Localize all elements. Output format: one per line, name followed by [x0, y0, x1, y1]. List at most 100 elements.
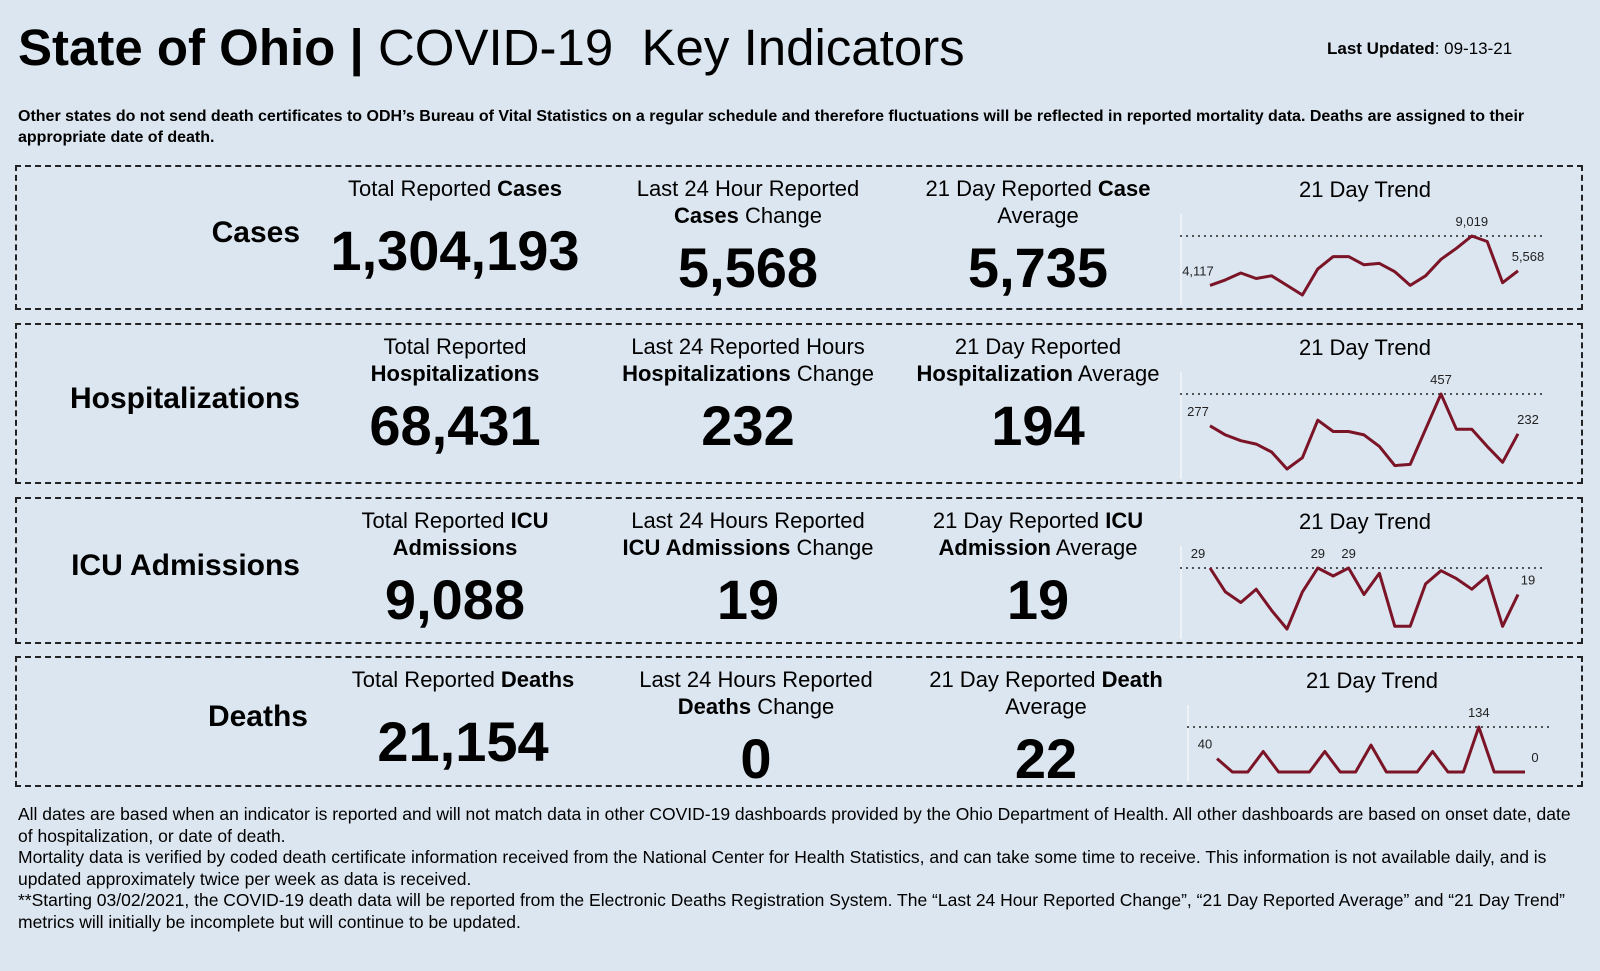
note: Other states do not send death certifica… — [18, 108, 1525, 146]
metric-label: 21 Day Reported ICU Admission Average — [888, 507, 1188, 561]
label-line: Last 24 Hours Reported — [606, 666, 906, 693]
sparkline: 277 457 232 — [1180, 372, 1542, 479]
trend-line — [1209, 392, 1520, 471]
trend-value-label: 29 — [1191, 546, 1205, 561]
label-text: 21 Day Reported — [932, 508, 1106, 533]
panel — [15, 323, 1583, 484]
label-line: Average — [888, 202, 1188, 229]
metric: Last 24 Hours Reported Deaths Change 0 — [606, 666, 906, 792]
trend-value-label: 19 — [1521, 573, 1535, 588]
label-line: Total Reported ICU — [305, 507, 605, 534]
metric-label: Last 24 Reported Hours Hospitalizations C… — [598, 333, 898, 387]
metric-label: Total Reported Hospitalizations — [305, 333, 605, 387]
trend-value-label: 29 — [1311, 546, 1325, 561]
trend-value-label: 40 — [1198, 737, 1212, 752]
label-text: Change — [738, 203, 823, 228]
label-line: Deaths Change — [606, 693, 906, 720]
label-text: Total Reported — [383, 334, 527, 359]
metric-value: 194 — [991, 394, 1085, 457]
metric: 21 Day Reported Case Average 5,735 — [888, 175, 1188, 301]
label-text: Admission — [938, 535, 1051, 560]
label-line: Last 24 Reported Hours — [598, 333, 898, 360]
metric-label: Last 24 Hour Reported Cases Change — [598, 175, 898, 229]
label-line: Admissions — [305, 534, 605, 561]
label-line: Hospitalizations Change — [598, 360, 898, 387]
label-line: 21 Day Reported Death — [896, 666, 1196, 693]
metric: 21 Day Reported Death Average 22 — [896, 666, 1196, 792]
footer-paragraph: **Starting 03/02/2021, the COVID-19 deat… — [18, 890, 1565, 932]
trend-title: 21 Day Trend — [1298, 177, 1432, 202]
label-text: 21 Day Reported — [925, 176, 1098, 201]
panel — [15, 656, 1583, 787]
sparkline: 29 29 29 19 — [1180, 546, 1542, 639]
label-text: Deaths — [500, 667, 575, 692]
row-label: ICU Admissions — [71, 548, 300, 582]
metric: Last 24 Hours Reported ICU Admissions Cha… — [598, 507, 898, 633]
trend-value-label: 9,019 — [1456, 214, 1489, 229]
metric-label: 21 Day Reported Death Average — [896, 666, 1196, 720]
metric: Total Reported Deaths 21,154 — [313, 666, 613, 775]
label-text: Last 24 Reported Hours — [631, 334, 865, 359]
label-text: Death — [1101, 667, 1163, 692]
label-text: Change — [790, 361, 874, 386]
metric-label: 21 Day Reported Case Average — [888, 175, 1188, 229]
label-text: Change — [790, 535, 874, 560]
label-text: Total Reported — [351, 667, 501, 692]
label-text: Average — [1005, 694, 1087, 719]
label-text: ICU — [510, 508, 549, 533]
label-line: Hospitalization Average — [888, 360, 1188, 387]
label-text: Average — [1051, 535, 1138, 560]
label-text: Admissions — [392, 535, 518, 560]
label-text: Last 24 Hours Reported — [631, 508, 865, 533]
panel — [15, 165, 1583, 310]
label-line: Total Reported Deaths — [313, 666, 613, 693]
label-text: Cases — [497, 176, 563, 201]
trend-line — [1216, 725, 1525, 774]
footer-paragraph: All dates are based when an indicator is… — [18, 804, 1571, 846]
trend-line — [1208, 566, 1520, 631]
metric-value: 19 — [716, 568, 780, 631]
label-text: Change — [751, 694, 835, 719]
label-text: 21 Day Reported — [929, 667, 1102, 692]
label-line: Total Reported Cases — [305, 175, 605, 202]
label-line: Average — [896, 693, 1196, 720]
label-text: Total Reported — [361, 508, 511, 533]
metric-label: Total Reported ICU Admissions — [305, 507, 605, 561]
sparkline: 40 134 0 — [1187, 705, 1549, 782]
metric-value: 9,088 — [384, 568, 526, 631]
metric-value: 232 — [701, 394, 795, 457]
metric: Total Reported Hospitalizations 68,431 — [305, 333, 605, 459]
label-text: ICU Admissions — [622, 535, 791, 560]
metric-label: Last 24 Hours Reported Deaths Change — [606, 666, 906, 720]
trend-line — [1209, 234, 1519, 297]
metric: 21 Day Reported ICU Admission Average 19 — [888, 507, 1188, 633]
label-text: Average — [1073, 361, 1160, 386]
label-line: 21 Day Reported ICU — [888, 507, 1188, 534]
updated-label: Last Updated — [1327, 39, 1435, 58]
trend-value-label: 29 — [1341, 546, 1355, 561]
label-line: ICU Admissions Change — [598, 534, 898, 561]
sparkline: 4,117 9,019 5,568 — [1180, 214, 1544, 305]
label-text: Hospitalizations — [370, 361, 540, 386]
footer: All dates are based when an indicator is… — [18, 804, 1588, 933]
metric-value: 21,154 — [377, 710, 549, 773]
trend-title: 21 Day Trend — [1298, 509, 1432, 534]
label-text: Hospitalizations — [622, 361, 791, 386]
label-line: Hospitalizations — [305, 360, 605, 387]
label-text: 21 Day Reported — [954, 334, 1122, 359]
label-text: Case — [1097, 176, 1151, 201]
metric-value: 22 — [1014, 727, 1078, 790]
metric-value: 1,304,193 — [330, 219, 580, 282]
trend-value-label: 277 — [1187, 404, 1209, 419]
metric: Last 24 Reported Hours Hospitalizations C… — [598, 333, 898, 459]
label-text: Last 24 Hour Reported — [636, 176, 860, 201]
footer-paragraph: Mortality data is verified by coded deat… — [18, 847, 1547, 889]
row-label: Hospitalizations — [69, 381, 300, 415]
trend-title: 21 Day Trend — [1305, 668, 1439, 693]
metric: Total Reported Cases 1,304,193 — [305, 175, 605, 284]
title-bold: State of Ohio | — [18, 19, 364, 76]
last-updated: Last Updated: 09-13-21 — [1327, 39, 1512, 59]
row-label: Cases — [211, 215, 300, 249]
row-label: Deaths — [207, 699, 308, 733]
